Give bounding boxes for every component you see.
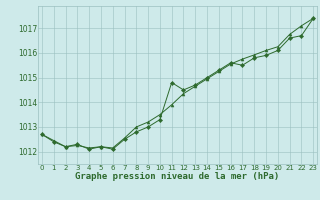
X-axis label: Graphe pression niveau de la mer (hPa): Graphe pression niveau de la mer (hPa) [76,172,280,181]
